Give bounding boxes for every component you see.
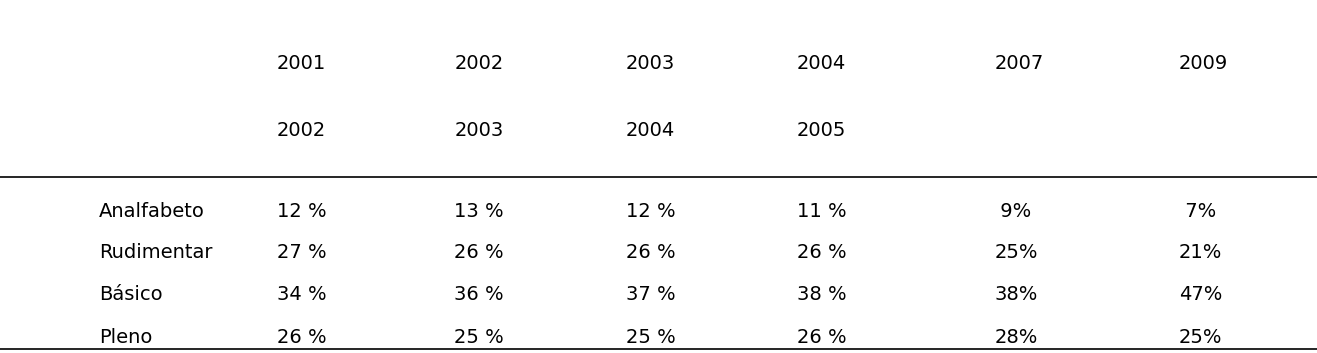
Text: 26 %: 26 % — [797, 328, 847, 347]
Text: 26 %: 26 % — [454, 243, 504, 262]
Text: 12 %: 12 % — [277, 202, 327, 221]
Text: 38 %: 38 % — [797, 285, 847, 304]
Text: 2004: 2004 — [626, 121, 674, 140]
Text: 12 %: 12 % — [626, 202, 676, 221]
Text: 2003: 2003 — [626, 54, 674, 73]
Text: Analfabeto: Analfabeto — [99, 202, 204, 221]
Text: 37 %: 37 % — [626, 285, 676, 304]
Text: 26 %: 26 % — [797, 243, 847, 262]
Text: 2004: 2004 — [797, 54, 846, 73]
Text: 2002: 2002 — [277, 121, 325, 140]
Text: 21%: 21% — [1179, 243, 1222, 262]
Text: 26 %: 26 % — [277, 328, 327, 347]
Text: Pleno: Pleno — [99, 328, 153, 347]
Text: 36 %: 36 % — [454, 285, 504, 304]
Text: 2005: 2005 — [797, 121, 846, 140]
Text: 9%: 9% — [994, 202, 1031, 221]
Text: 26 %: 26 % — [626, 243, 676, 262]
Text: 7%: 7% — [1179, 202, 1216, 221]
Text: 47%: 47% — [1179, 285, 1222, 304]
Text: 34 %: 34 % — [277, 285, 327, 304]
Text: 2003: 2003 — [454, 121, 503, 140]
Text: 2007: 2007 — [994, 54, 1043, 73]
Text: 25%: 25% — [1179, 328, 1222, 347]
Text: 11 %: 11 % — [797, 202, 847, 221]
Text: 28%: 28% — [994, 328, 1038, 347]
Text: 25 %: 25 % — [454, 328, 504, 347]
Text: 13 %: 13 % — [454, 202, 504, 221]
Text: 2001: 2001 — [277, 54, 325, 73]
Text: 38%: 38% — [994, 285, 1038, 304]
Text: Rudimentar: Rudimentar — [99, 243, 212, 262]
Text: 25%: 25% — [994, 243, 1038, 262]
Text: 2009: 2009 — [1179, 54, 1227, 73]
Text: Básico: Básico — [99, 285, 162, 304]
Text: 27 %: 27 % — [277, 243, 327, 262]
Text: 25 %: 25 % — [626, 328, 676, 347]
Text: 2002: 2002 — [454, 54, 503, 73]
